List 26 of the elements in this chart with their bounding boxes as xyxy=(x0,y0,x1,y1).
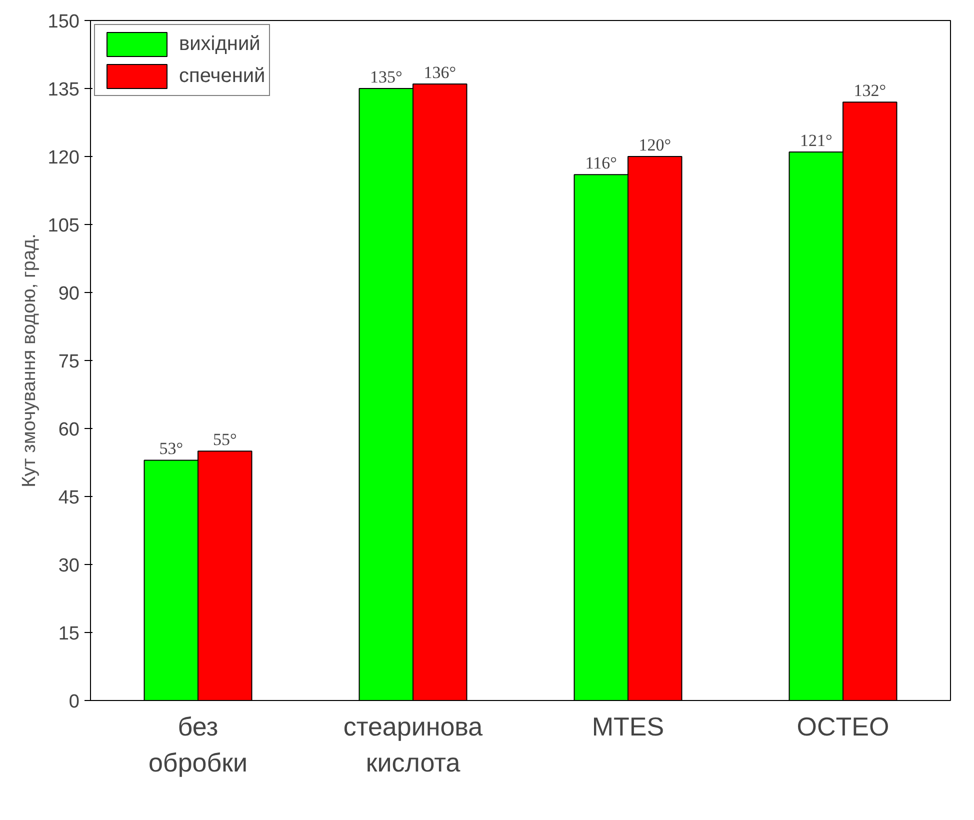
data-label: 120° xyxy=(638,136,672,154)
data-label: 136° xyxy=(424,62,456,82)
x-tick-label: MTES xyxy=(592,712,664,742)
legend-label: спечений xyxy=(179,64,266,88)
y-tick-label: 15 xyxy=(58,624,80,644)
y-tick-label: 75 xyxy=(58,352,80,372)
y-tick-label: 120 xyxy=(48,148,80,168)
legend-label: вихідний xyxy=(179,32,260,56)
y-tick-label: 45 xyxy=(58,488,80,508)
data-label: 116° xyxy=(585,154,617,173)
y-tick-label: 135 xyxy=(48,80,80,100)
x-tick-label: стеаринова кислота xyxy=(343,712,484,778)
x-tick-label: OCTEO xyxy=(796,712,890,742)
data-label: 55° xyxy=(212,430,237,450)
y-tick-label: 30 xyxy=(58,556,80,576)
x-tick-label: без обробки xyxy=(148,712,248,778)
data-label: 135° xyxy=(370,68,402,86)
data-label: 132° xyxy=(854,81,886,100)
y-tick-label: 105 xyxy=(48,216,80,236)
y-tick-label: 0 xyxy=(68,692,80,712)
y-axis-title: Кут змочування водою, град. xyxy=(18,234,40,488)
data-label: 53° xyxy=(159,439,184,458)
y-tick-label: 90 xyxy=(58,284,80,304)
y-tick-label: 150 xyxy=(48,12,80,32)
y-tick-label: 60 xyxy=(58,420,80,440)
data-label: 121° xyxy=(800,130,832,150)
